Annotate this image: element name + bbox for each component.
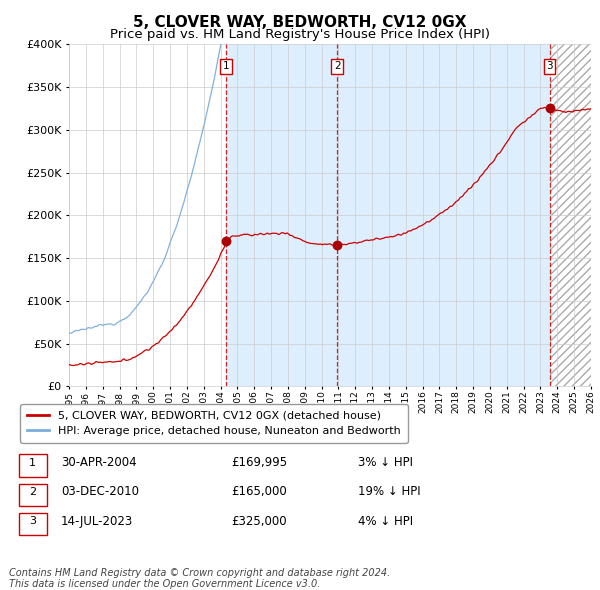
Text: £165,000: £165,000 (231, 486, 287, 499)
Bar (226, 44, 550, 386)
Text: 3% ↓ HPI: 3% ↓ HPI (358, 456, 413, 469)
Text: 3: 3 (546, 61, 553, 71)
Text: 5, CLOVER WAY, BEDWORTH, CV12 0GX: 5, CLOVER WAY, BEDWORTH, CV12 0GX (133, 15, 467, 30)
Text: £325,000: £325,000 (231, 514, 287, 527)
Text: 2: 2 (334, 61, 340, 71)
FancyBboxPatch shape (19, 484, 47, 506)
Bar (550, 44, 591, 386)
Text: £169,995: £169,995 (231, 456, 287, 469)
Point (221, 237, 231, 246)
Text: 2: 2 (29, 487, 36, 497)
Text: 19% ↓ HPI: 19% ↓ HPI (358, 486, 420, 499)
Text: Contains HM Land Registry data © Crown copyright and database right 2024.
This d: Contains HM Land Registry data © Crown c… (9, 568, 390, 589)
Legend: 5, CLOVER WAY, BEDWORTH, CV12 0GX (detached house), HPI: Average price, detached: 5, CLOVER WAY, BEDWORTH, CV12 0GX (detac… (20, 404, 407, 442)
Text: 1: 1 (29, 458, 36, 468)
Text: 1: 1 (223, 61, 229, 71)
Text: 30-APR-2004: 30-APR-2004 (61, 456, 137, 469)
FancyBboxPatch shape (19, 513, 47, 535)
FancyBboxPatch shape (19, 454, 47, 477)
Text: Price paid vs. HM Land Registry's House Price Index (HPI): Price paid vs. HM Land Registry's House … (110, 28, 490, 41)
Point (545, 104, 554, 113)
Text: 03-DEC-2010: 03-DEC-2010 (61, 486, 139, 499)
Text: 4% ↓ HPI: 4% ↓ HPI (358, 514, 413, 527)
Point (332, 241, 342, 250)
Text: 14-JUL-2023: 14-JUL-2023 (61, 514, 133, 527)
Text: 3: 3 (29, 516, 36, 526)
